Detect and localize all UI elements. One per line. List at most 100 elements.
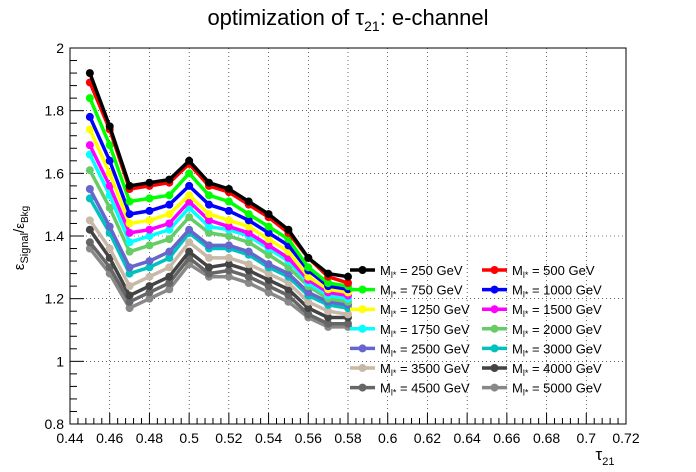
series [85,216,352,319]
data-point [145,282,154,291]
data-point [105,181,114,190]
data-point [165,263,174,272]
data-point [244,272,253,281]
data-point [85,112,94,121]
data-point [85,185,94,193]
data-point [165,272,174,281]
data-point [145,194,154,203]
data-point [85,166,94,175]
data-point [324,279,333,287]
data-point [224,222,233,231]
data-point [244,228,253,237]
y-tick-label: 2 [56,40,64,56]
y-axis-label-bkg: Bkg [20,206,31,223]
x-tick-label: 0.6 [378,430,398,446]
x-axis-label: τ21 [596,445,615,468]
data-point [105,222,114,231]
legend-item: Ml* = 500 GeV [482,263,595,280]
data-point [224,216,233,225]
y-axis-label: εSignal/εBkg [11,206,31,270]
legend-label: Ml* = 3500 GeV [380,361,470,378]
legend-item: Ml* = 1250 GeV [350,302,470,319]
data-point [205,216,213,225]
data-point [145,263,154,272]
legend-swatch-marker [358,285,367,294]
chart-title-tau: τ [355,5,364,30]
legend-label: Ml* = 1750 GeV [380,322,470,339]
data-point [125,269,134,278]
legend-label: Ml* = 1500 GeV [512,302,602,319]
data-point [205,200,213,209]
legend-swatch-marker [358,305,367,314]
data-point [205,269,213,278]
x-tick-label: 0.54 [255,430,282,446]
data-point [224,241,233,250]
data-point [145,294,154,303]
y-axis-label-eps-1: ε [11,263,28,270]
legend-swatch-marker [490,305,499,314]
data-point [244,197,253,206]
data-point [244,222,253,231]
data-point [324,313,333,322]
data-point [85,225,94,234]
x-axis-label-sub: 21 [602,456,614,468]
data-point [244,266,253,275]
chart-title-tau-sub: 21 [364,18,380,34]
data-point [145,216,154,225]
legend-label: Ml* = 250 GeV [380,263,463,280]
legend-swatch-marker [490,344,499,353]
x-tick-label: 0.48 [136,430,163,446]
x-tick-label: 0.5 [179,430,199,446]
x-tick-label: 0.66 [493,430,520,446]
data-point [205,191,213,200]
data-point [85,238,94,247]
data-point [145,232,154,240]
legend-item: Ml* = 3500 GeV [350,361,470,378]
data-point [105,156,114,165]
legend-item: Ml* = 3000 GeV [482,341,602,358]
legend-item: Ml* = 1500 GeV [482,302,602,319]
data-point [224,253,233,262]
data-point [125,238,134,247]
legend-swatch-marker [358,383,367,392]
data-point [145,257,154,266]
data-point [264,288,273,297]
data-point [264,250,273,259]
data-point [145,206,154,215]
data-point [304,288,313,297]
x-tick-label: 0.52 [215,430,242,446]
legend-item: Ml* = 2500 GeV [350,341,470,358]
data-point [344,272,352,281]
data-point [165,210,174,219]
axes: 0.44 0.46 0.48 0.5 0.52 0.54 0.56 0.58 0.6 0.62 0.… [45,40,640,446]
chart-title: optimization of τ21: e-channel [207,5,488,34]
legend-swatch-marker [490,324,499,333]
data-point [125,219,134,228]
data-point [125,247,134,256]
data-point [304,272,313,281]
legend-swatch-marker [358,364,367,372]
legend-swatch-marker [358,266,367,274]
data-point [324,307,333,316]
data-point [224,206,233,215]
data-point [324,319,333,328]
data-point [145,288,154,297]
data-point [125,297,134,306]
data-point [185,225,194,234]
data-point [165,279,174,287]
data-point [324,269,333,278]
data-point [125,228,134,237]
y-axis-label-signal: Signal [19,233,31,264]
x-tick-label: 0.72 [612,430,639,446]
data-point [85,216,94,225]
data-point [125,282,134,291]
data-point [145,272,154,281]
data-point [165,219,174,228]
legend-label: Ml* = 3000 GeV [512,341,602,358]
legend-item: Ml* = 2000 GeV [482,322,602,339]
data-point [205,253,213,262]
data-point [145,241,154,250]
data-point [105,244,114,253]
legend-item: Ml* = 1750 GeV [350,322,470,339]
